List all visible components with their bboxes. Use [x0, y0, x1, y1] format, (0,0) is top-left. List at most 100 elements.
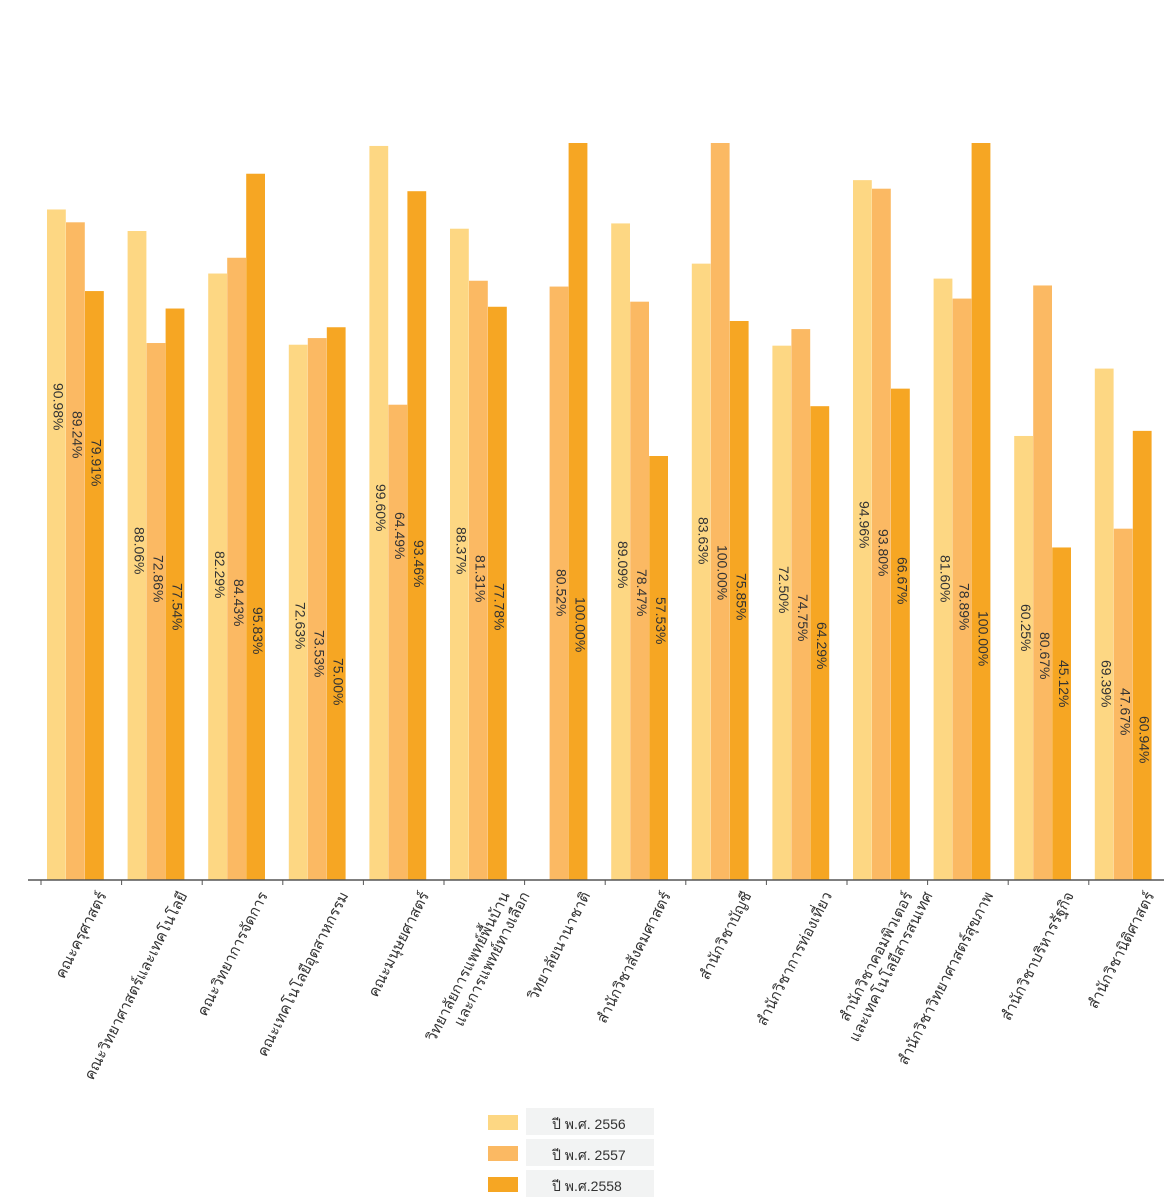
legend-swatch-2556 — [488, 1115, 518, 1130]
value-label: 80.67% — [1037, 632, 1053, 679]
bar — [872, 188, 891, 881]
category-label: สำนักวิชาการท่องเที่ยว — [751, 888, 836, 1029]
legend-label-2557: ปี พ.ศ. 2557 — [552, 1147, 626, 1163]
value-label: 45.12% — [1056, 660, 1072, 707]
value-label: 64.49% — [392, 512, 408, 559]
bar — [1052, 547, 1071, 880]
category-label: คณะวิทยาการจัดการ — [193, 889, 271, 1019]
value-label: 74.75% — [795, 594, 811, 641]
bar — [208, 273, 227, 880]
bar — [1113, 528, 1133, 880]
value-label: 100.00% — [975, 611, 991, 666]
bars-layer — [47, 143, 1152, 881]
value-label: 72.50% — [776, 566, 792, 613]
value-label: 88.37% — [454, 527, 470, 574]
value-label: 57.53% — [653, 597, 669, 644]
value-label: 47.67% — [1117, 688, 1133, 735]
value-label: 89.24% — [70, 411, 86, 458]
legend: ปี พ.ศ. 2556 ปี พ.ศ. 2557 ปี พ.ศ.2558 — [488, 1108, 658, 1201]
value-label: 69.39% — [1098, 660, 1114, 707]
bar — [1132, 430, 1152, 880]
bar — [1094, 368, 1114, 880]
bar — [66, 222, 85, 880]
value-label: 81.31% — [473, 555, 489, 602]
bar — [791, 329, 811, 880]
value-label: 66.67% — [895, 557, 911, 604]
category-label: คณะเทคโนโลยีอุตสาหกรรม — [253, 889, 353, 1060]
bar — [549, 286, 569, 880]
bar — [127, 230, 147, 880]
legend-swatch-2557 — [488, 1146, 518, 1161]
value-label: 89.09% — [615, 541, 631, 588]
legend-label-2558: ปี พ.ศ.2558 — [552, 1178, 622, 1194]
value-label: 64.29% — [814, 622, 830, 669]
value-label: 78.47% — [634, 569, 650, 616]
legend-label-box — [526, 1139, 654, 1166]
value-label: 75.00% — [330, 658, 346, 705]
value-label: 94.96% — [857, 501, 873, 548]
bar — [450, 228, 469, 880]
value-labels-layer: 90.98%89.24%79.91% 88.06%72.86%77.54% 82.2… — [51, 383, 1153, 763]
value-label: 93.46% — [411, 540, 427, 587]
legend-item-2556: ปี พ.ศ. 2556 — [488, 1108, 658, 1136]
value-label: 88.06% — [131, 527, 147, 574]
value-label: 78.89% — [956, 583, 972, 630]
category-label: คณะมนุษยศาสตร์ — [364, 889, 433, 1001]
bar — [388, 404, 408, 880]
value-label: 99.60% — [373, 484, 389, 531]
value-label: 81.60% — [937, 555, 953, 602]
value-label: 60.94% — [1136, 716, 1152, 763]
value-label: 80.52% — [553, 569, 569, 616]
legend-label-box — [526, 1170, 654, 1197]
value-label: 77.54% — [169, 583, 185, 630]
legend-item-2557: ปี พ.ศ. 2557 — [488, 1139, 658, 1167]
bar — [691, 263, 711, 880]
bar — [891, 388, 910, 880]
bar — [307, 338, 327, 881]
bar — [469, 280, 488, 880]
bar — [85, 291, 104, 880]
value-label: 93.80% — [876, 529, 892, 576]
category-labels-layer: คณะครุศาสตร์คณะวิทยาศาสตร์และเทคโนโลยี คณ… — [51, 888, 1158, 1083]
value-label: 75.85% — [733, 573, 749, 620]
bar — [710, 143, 730, 880]
bar — [568, 143, 588, 880]
category-label: คณะครุศาสตร์ — [51, 889, 111, 982]
bar — [326, 327, 346, 880]
bar — [488, 306, 507, 880]
bar — [630, 301, 649, 880]
bar — [952, 298, 972, 880]
bar — [772, 345, 792, 880]
value-label: 60.25% — [1018, 604, 1034, 651]
bar — [649, 456, 668, 880]
bar — [146, 343, 166, 880]
value-label: 79.91% — [89, 439, 105, 486]
value-label: 84.43% — [231, 579, 247, 626]
value-label: 72.86% — [150, 555, 166, 602]
category-label: สำนักวิชาบริหารรัฐกิจ — [997, 889, 1078, 1024]
bar — [47, 209, 66, 880]
legend-swatch-2558 — [488, 1177, 518, 1192]
bar — [810, 406, 830, 880]
bar — [1033, 285, 1052, 880]
value-label: 72.63% — [292, 602, 308, 649]
legend-item-2558: ปี พ.ศ.2558 — [488, 1170, 658, 1198]
value-label: 77.78% — [492, 583, 508, 630]
category-label: สำนักวิชาบัญชี — [696, 889, 756, 983]
value-label: 82.29% — [212, 551, 228, 598]
bar — [971, 143, 991, 880]
value-label: 90.98% — [51, 383, 67, 430]
bar — [611, 223, 630, 881]
bar-chart: 90.98%89.24%79.91% 88.06%72.86%77.54% 82.2… — [28, 143, 1164, 1083]
legend-label-2556: ปี พ.ศ. 2556 — [552, 1116, 626, 1132]
value-label: 95.83% — [250, 607, 266, 654]
bar — [1014, 435, 1033, 880]
bar — [729, 320, 749, 881]
value-label: 100.00% — [572, 597, 588, 652]
legend-label-box — [526, 1108, 654, 1135]
category-label: สำนักวิชาสังคมศาสตร์ — [593, 889, 675, 1027]
value-label: 73.53% — [311, 630, 327, 677]
bar — [933, 278, 953, 880]
value-label: 83.63% — [695, 517, 711, 564]
category-label: สำนักวิชานิติศาสตร์ — [1084, 889, 1159, 1012]
